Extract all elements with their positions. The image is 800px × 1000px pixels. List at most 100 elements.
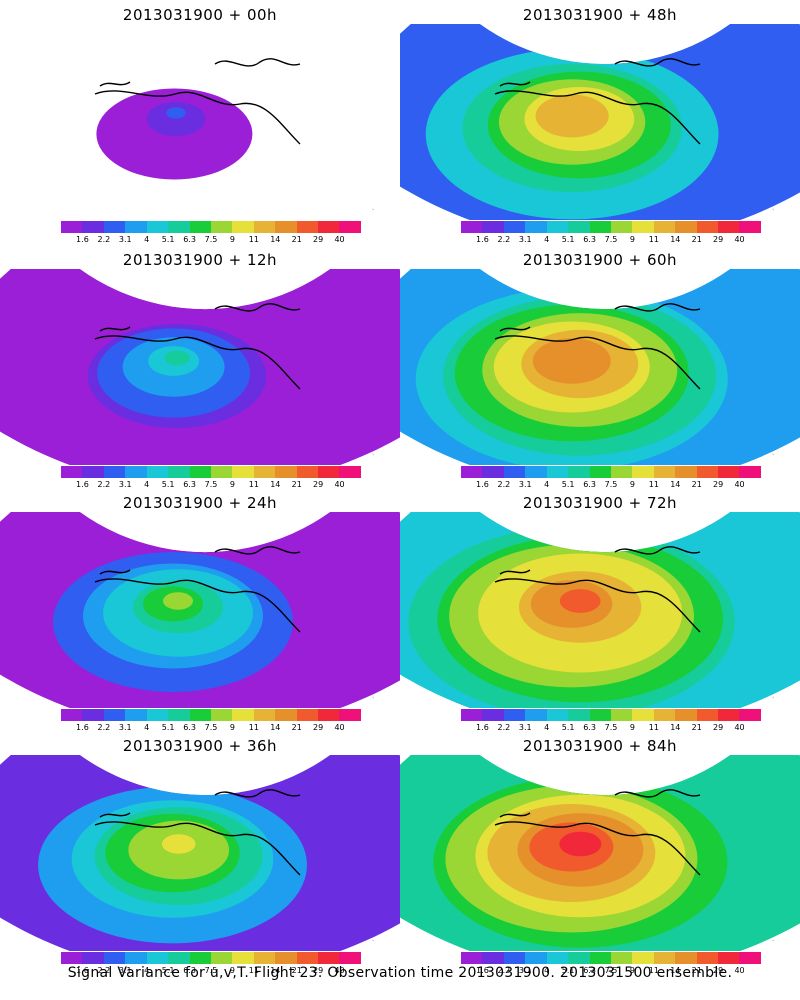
colorbar-tick-label: 6.3 bbox=[183, 235, 196, 244]
colorbar-tick-label: 11 bbox=[248, 480, 259, 489]
variance-map bbox=[400, 269, 800, 465]
colorbar-tick-label: 11 bbox=[248, 723, 259, 732]
colorbar bbox=[461, 221, 761, 233]
colorbar-swatch bbox=[296, 709, 319, 721]
colorbar bbox=[461, 466, 761, 478]
colorbar-tick-label: 2.2 bbox=[497, 723, 511, 732]
variance-field bbox=[0, 269, 400, 465]
colorbar-tick-label: 4 bbox=[544, 235, 550, 244]
colorbar-tick-label: 14 bbox=[270, 235, 281, 244]
colorbar-swatch bbox=[503, 709, 526, 721]
colorbar-swatch bbox=[632, 466, 654, 478]
colorbar-swatch bbox=[653, 221, 676, 233]
colorbar-swatch bbox=[146, 952, 169, 964]
colorbar-tick-label: 9 bbox=[229, 235, 235, 244]
colorbar-swatch bbox=[632, 709, 654, 721]
map-panel: 2013031900 + 00h 1.6 2.2 3.1 4 5.1 6.3 7.5 9 11 14… bbox=[0, 0, 400, 245]
colorbar-tick-label: 4 bbox=[144, 235, 150, 244]
colorbar-tick-label: 11 bbox=[648, 723, 659, 732]
colorbar-tick-label: 11 bbox=[648, 480, 659, 489]
colorbar-tick-label: 6.3 bbox=[183, 723, 196, 732]
colorbar-swatch bbox=[61, 952, 83, 964]
colorbar-swatch bbox=[568, 466, 590, 478]
colorbar-swatch bbox=[739, 466, 761, 478]
coastline bbox=[94, 303, 301, 390]
colorbar-tick-label: 40 bbox=[334, 966, 345, 975]
colorbar-tick-label: 7.5 bbox=[604, 723, 618, 732]
colorbar-swatch bbox=[318, 952, 340, 964]
colorbar-swatch bbox=[61, 221, 83, 233]
panel-title: 2013031900 + 36h bbox=[122, 737, 278, 755]
colorbar-tick-label: 29 bbox=[313, 235, 324, 244]
colorbar-swatch bbox=[146, 466, 169, 478]
colorbar-swatch bbox=[318, 221, 340, 233]
variance-field bbox=[0, 512, 400, 708]
colorbar-swatch bbox=[61, 709, 83, 721]
colorbar-ticks: 1.6 2.2 3.1 4 5.1 6.3 7.5 9 11 14 21 29 40 bbox=[61, 480, 361, 492]
panel-title: 2013031900 + 00h bbox=[122, 6, 278, 24]
colorbar-swatch bbox=[568, 952, 590, 964]
colorbar-swatch bbox=[61, 466, 83, 478]
colorbar-tick-label: 2.2 bbox=[97, 480, 111, 489]
colorbar-tick-label: 1.6 bbox=[76, 966, 89, 975]
colorbar-tick-label: 3.1 bbox=[518, 480, 532, 489]
colorbar-swatch bbox=[253, 709, 276, 721]
colorbar-swatch bbox=[232, 709, 254, 721]
colorbar-tick-label: 3.1 bbox=[518, 723, 532, 732]
colorbar-tick-label: 4 bbox=[544, 966, 550, 975]
colorbar-tick-label: 4 bbox=[144, 966, 150, 975]
colorbar-tick-label: 14 bbox=[270, 966, 281, 975]
colorbar-swatch bbox=[253, 466, 276, 478]
colorbar-swatch bbox=[189, 709, 211, 721]
colorbar-swatch bbox=[610, 466, 633, 478]
colorbar-swatch bbox=[696, 221, 719, 233]
coastline bbox=[494, 546, 701, 633]
colorbar-ticks: 1.6 2.2 3.1 4 5.1 6.3 7.5 9 11 14 21 29 40 bbox=[461, 723, 761, 735]
colorbar-swatch bbox=[632, 952, 654, 964]
colorbar-tick-label: 40 bbox=[334, 723, 345, 732]
colorbar-tick-label: 4 bbox=[544, 723, 550, 732]
colorbar-tick-label: 5.1 bbox=[161, 723, 175, 732]
variance-contour bbox=[559, 831, 602, 857]
colorbar-swatch bbox=[739, 221, 761, 233]
colorbar-swatch bbox=[632, 221, 654, 233]
colorbar-swatch bbox=[125, 709, 147, 721]
colorbar-tick-label: 29 bbox=[713, 235, 724, 244]
colorbar-swatch bbox=[675, 466, 697, 478]
colorbar-swatch bbox=[461, 221, 483, 233]
colorbar-ticks: 1.6 2.2 3.1 4 5.1 6.3 7.5 9 11 14 21 29 40 bbox=[61, 966, 361, 978]
colorbar-tick-label: 3.1 bbox=[118, 723, 132, 732]
colorbar-tick-label: 1.6 bbox=[476, 480, 489, 489]
colorbar-swatch bbox=[168, 221, 190, 233]
colorbar-tick-label: 7.5 bbox=[604, 235, 618, 244]
colorbar-swatch bbox=[339, 952, 361, 964]
colorbar-tick-label: 21 bbox=[291, 723, 302, 732]
colorbar-tick-label: 11 bbox=[648, 966, 659, 975]
colorbar-tick-label: 9 bbox=[229, 966, 235, 975]
colorbar-tick-label: 40 bbox=[734, 723, 745, 732]
variance-map bbox=[0, 269, 400, 465]
colorbar-tick-label: 9 bbox=[629, 723, 635, 732]
colorbar-swatch bbox=[546, 952, 569, 964]
variance-contour bbox=[559, 589, 601, 613]
colorbar-swatch bbox=[339, 221, 361, 233]
colorbar-swatch bbox=[103, 466, 126, 478]
colorbar-tick-label: 9 bbox=[229, 480, 235, 489]
colorbar-swatch bbox=[232, 221, 254, 233]
colorbar-tick-label: 5.1 bbox=[161, 480, 175, 489]
colorbar-tick-label: 40 bbox=[334, 235, 345, 244]
colorbar-swatch bbox=[253, 952, 276, 964]
colorbar-ticks: 1.6 2.2 3.1 4 5.1 6.3 7.5 9 11 14 21 29 40 bbox=[61, 235, 361, 247]
colorbar-swatch bbox=[739, 709, 761, 721]
colorbar-swatch bbox=[189, 466, 211, 478]
colorbar-swatch bbox=[318, 466, 340, 478]
colorbar-swatch bbox=[168, 952, 190, 964]
panel-title: 2013031900 + 48h bbox=[522, 6, 678, 24]
variance-contour bbox=[166, 107, 186, 119]
variance-map bbox=[400, 512, 800, 708]
map-panel: 2013031900 + 72h 1.6 2.2 3.1 4 5.1 6.3 7.5 9 11 14… bbox=[400, 488, 800, 733]
colorbar-swatch bbox=[103, 221, 126, 233]
colorbar-swatch bbox=[696, 952, 719, 964]
colorbar-swatch bbox=[461, 709, 483, 721]
colorbar-swatch bbox=[610, 952, 633, 964]
